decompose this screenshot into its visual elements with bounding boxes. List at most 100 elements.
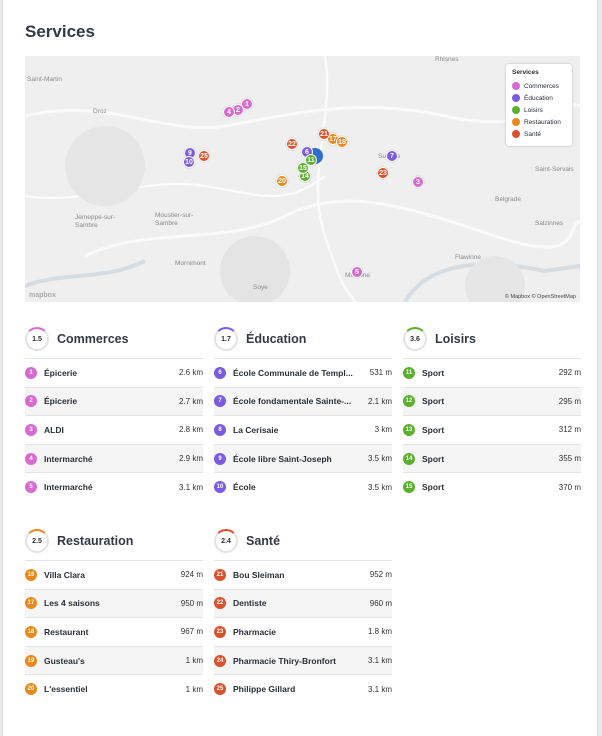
service-number: 6 <box>214 366 226 379</box>
map-marker[interactable]: 1 <box>241 98 253 110</box>
map-marker[interactable]: 5 <box>351 266 363 278</box>
section-header: 1.5 Commerces <box>25 326 203 352</box>
map-marker[interactable]: 25 <box>198 150 210 162</box>
service-row[interactable]: 13 Sport 312 m <box>403 415 581 444</box>
service-name: Sport <box>422 482 445 493</box>
section-header: 3.6 Loisirs <box>403 326 581 352</box>
services-map[interactable]: Saint-MartinRhisnesDrozSuarléeSaint-Serv… <box>25 56 580 302</box>
service-row[interactable]: 2 Épicerie 2.7 km <box>25 386 203 416</box>
service-row[interactable]: 6 École Communale de Templ... 531 m <box>214 358 392 387</box>
service-row[interactable]: 4 Intermarché 2.9 km <box>25 443 203 473</box>
service-distance: 292 m <box>558 368 581 378</box>
service-name: Intermarché <box>44 482 93 493</box>
service-row[interactable]: 5 Intermarché 3.1 km <box>25 472 203 501</box>
map-marker[interactable]: 15 <box>297 162 309 174</box>
map-marker[interactable]: 21 <box>318 128 330 140</box>
map-attribution[interactable]: © Mapbox © OpenStreetMap <box>504 294 576 300</box>
service-row[interactable]: 21 Bou Sleiman 952 m <box>214 560 392 589</box>
legend-dot <box>512 82 520 90</box>
service-row[interactable]: 18 Restaurant 967 m <box>25 617 203 646</box>
service-number: 5 <box>25 481 37 494</box>
service-row[interactable]: 16 Villa Clara 924 m <box>25 560 203 589</box>
service-row[interactable]: 12 Sport 295 m <box>403 386 581 416</box>
service-distance: 952 m <box>369 570 392 580</box>
service-row[interactable]: 3 ALDI 2.8 km <box>25 415 203 444</box>
service-distance: 2.9 km <box>178 454 203 464</box>
place-label: Saint-Martin <box>27 76 63 83</box>
service-number: 21 <box>214 568 226 581</box>
service-row[interactable]: 7 École fondamentale Sainte-... 2.1 km <box>214 386 392 416</box>
place-label: Saint-Servais <box>535 166 574 173</box>
service-name: L'essentiel <box>44 684 88 695</box>
map-marker[interactable]: 4 <box>223 106 235 118</box>
service-distance: 3.1 km <box>367 656 392 666</box>
service-name: Villa Clara <box>44 569 85 580</box>
service-number: 11 <box>403 366 415 379</box>
page-title: Services <box>25 22 95 41</box>
legend-label: Loisirs <box>524 106 543 114</box>
service-number: 16 <box>25 568 37 581</box>
service-number: 20 <box>25 683 37 696</box>
service-number: 2 <box>25 395 37 408</box>
service-row[interactable]: 10 École 3.5 km <box>214 472 392 501</box>
section-title: Restauration <box>57 534 134 548</box>
legend-title: Services <box>512 69 539 76</box>
service-row[interactable]: 1 Épicerie 2.6 km <box>25 358 203 387</box>
service-row[interactable]: 15 Sport 370 m <box>403 472 581 501</box>
map-marker[interactable]: 22 <box>286 138 298 150</box>
service-distance: 3.1 km <box>178 482 203 492</box>
score-badge: 2.5 <box>25 529 49 553</box>
service-name: Sport <box>422 424 445 435</box>
service-distance: 2.8 km <box>178 425 203 435</box>
section-commerces: 1.5 Commerces 1 Épicerie 2.6 km 2 Épicerie 2.7 … <box>25 326 203 501</box>
service-distance: 370 m <box>558 482 581 492</box>
service-row[interactable]: 11 Sport 292 m <box>403 358 581 387</box>
section-title: Commerces <box>57 332 129 346</box>
service-number: 14 <box>403 452 415 465</box>
legend-dot <box>512 118 520 126</box>
service-name: Pharmacie <box>233 626 276 637</box>
map-marker[interactable]: 18 <box>336 136 348 148</box>
service-row[interactable]: 20 L'essentiel 1 km <box>25 674 203 703</box>
service-row[interactable]: 19 Gusteau's 1 km <box>25 645 203 675</box>
map-marker[interactable]: 11 <box>305 154 317 166</box>
service-number: 19 <box>25 654 37 667</box>
service-row[interactable]: 9 École libre Saint-Joseph 3.5 km <box>214 443 392 473</box>
service-number: 13 <box>403 423 415 436</box>
service-row[interactable]: 14 Sport 355 m <box>403 443 581 473</box>
map-marker[interactable]: 23 <box>377 167 389 179</box>
map-marker[interactable]: 20 <box>276 175 288 187</box>
service-distance: 2.6 km <box>178 368 203 378</box>
place-label: Droz <box>93 108 107 115</box>
service-distance: 312 m <box>558 425 581 435</box>
place-label: Mornimont <box>175 260 206 267</box>
service-row[interactable]: 17 Les 4 saisons 950 m <box>25 588 203 618</box>
service-row[interactable]: 23 Pharmacie 1.8 km <box>214 617 392 646</box>
service-distance: 295 m <box>558 396 581 406</box>
service-distance: 967 m <box>180 627 203 637</box>
map-marker[interactable]: 3 <box>412 176 424 188</box>
mapbox-logo[interactable]: mapbox <box>29 292 56 299</box>
legend-dot <box>512 130 520 138</box>
service-row[interactable]: 25 Philippe Gillard 3.1 km <box>214 674 392 703</box>
service-row[interactable]: 22 Dentiste 960 m <box>214 588 392 618</box>
service-name: Intermarché <box>44 453 93 464</box>
map-marker[interactable]: 7 <box>386 150 398 162</box>
legend-dot <box>512 106 520 114</box>
service-name: Épicerie <box>44 396 78 407</box>
service-row[interactable]: 24 Pharmacie Thiry-Bronfort 3.1 km <box>214 645 392 675</box>
score-badge: 1.7 <box>214 327 238 351</box>
service-number: 25 <box>214 683 226 696</box>
service-number: 24 <box>214 654 226 667</box>
service-number: 9 <box>214 452 226 465</box>
service-number: 15 <box>403 481 415 494</box>
service-name: Sport <box>422 453 445 464</box>
section-header: 1.7 Éducation <box>214 326 392 352</box>
place-label: Belgrade <box>495 196 522 203</box>
map-marker[interactable]: 10 <box>183 156 195 168</box>
legend-dot <box>512 94 520 102</box>
service-name: Restaurant <box>44 626 89 637</box>
section-education: 1.7 Éducation 6 École Communale de Templ...… <box>214 326 392 501</box>
service-row[interactable]: 8 La Cerisaie 3 km <box>214 415 392 444</box>
